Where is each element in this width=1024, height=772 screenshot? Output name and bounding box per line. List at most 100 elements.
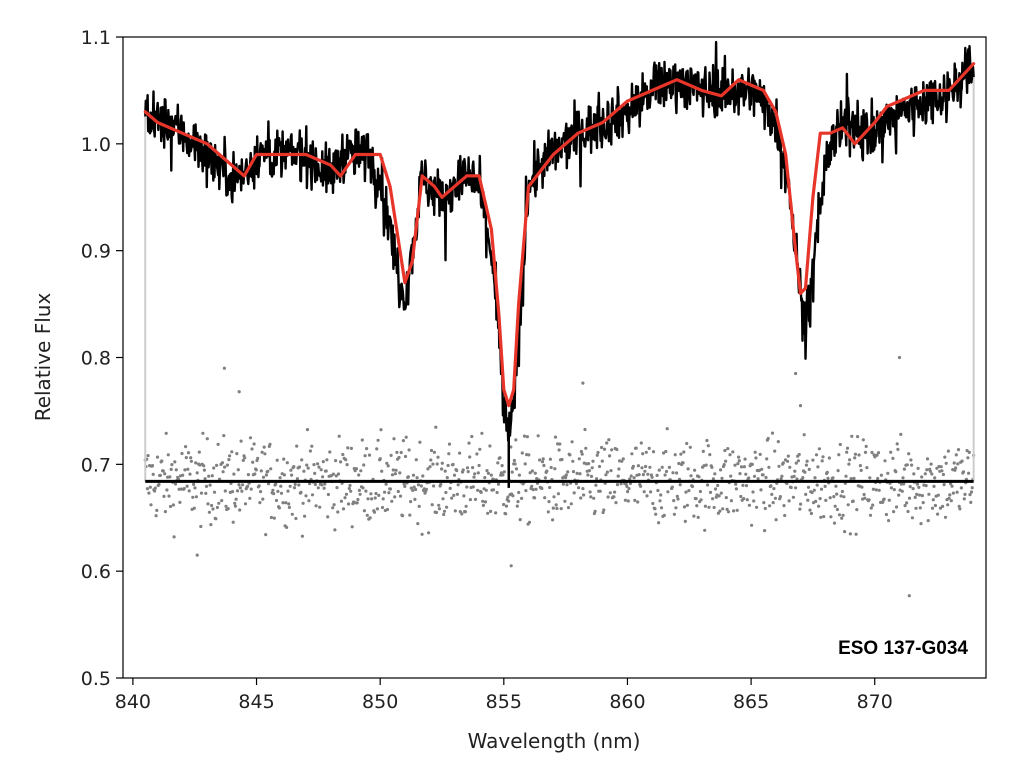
residual-point — [743, 457, 747, 461]
residual-point — [206, 502, 210, 506]
residual-point — [468, 455, 472, 459]
residual-point — [289, 468, 293, 472]
residual-point — [332, 503, 336, 507]
residual-point — [440, 461, 444, 465]
residual-point — [951, 491, 956, 495]
residual-point — [897, 493, 901, 497]
residual-point — [178, 500, 182, 504]
residual-point — [725, 507, 729, 511]
residual-point — [750, 462, 754, 466]
residual-point — [930, 472, 934, 476]
residual-point — [442, 512, 446, 517]
residual-point — [837, 453, 841, 457]
residual-point — [274, 498, 279, 503]
residual-point — [192, 506, 196, 510]
residual-point — [426, 467, 430, 471]
residual-point — [560, 457, 564, 462]
residual-point — [447, 442, 452, 446]
residual-point — [530, 469, 535, 473]
residual-point — [900, 489, 904, 493]
residual-point — [543, 496, 547, 500]
residual-point — [907, 452, 911, 456]
residual-point — [153, 489, 157, 493]
residual-point — [376, 438, 380, 442]
residual-point — [842, 495, 846, 499]
residual-point — [903, 504, 907, 508]
y-tick-label: 0.8 — [81, 348, 111, 370]
residual-point — [739, 494, 743, 499]
residual-point — [852, 476, 856, 480]
residual-point — [895, 442, 899, 446]
residual-point — [383, 490, 387, 494]
residual-point — [349, 446, 353, 450]
residual-point — [230, 450, 234, 454]
residual-point — [172, 535, 176, 539]
residual-point — [596, 450, 600, 455]
residual-point — [502, 470, 506, 474]
residual-point — [470, 434, 474, 439]
residual-point — [905, 501, 909, 505]
residual-point — [931, 498, 935, 502]
residual-point — [373, 496, 377, 500]
residual-point — [936, 512, 940, 516]
residual-point — [201, 431, 205, 435]
residual-point — [605, 441, 609, 445]
residual-point — [660, 465, 664, 469]
residual-point — [966, 456, 970, 460]
residual-point — [564, 473, 568, 477]
residual-point — [228, 454, 232, 458]
residual-outlier-point — [222, 366, 226, 370]
residual-point — [892, 488, 896, 492]
residual-point — [627, 487, 631, 491]
residual-point — [429, 448, 434, 453]
residual-point — [564, 476, 568, 480]
residual-point — [742, 497, 746, 501]
residual-point — [168, 475, 172, 479]
residual-point — [845, 446, 850, 450]
residual-point — [403, 484, 407, 488]
residual-point — [694, 497, 698, 501]
residual-point — [452, 493, 456, 497]
residual-point — [654, 512, 658, 516]
residual-point — [633, 498, 637, 502]
residual-point — [780, 474, 784, 478]
residual-point — [257, 484, 261, 488]
residual-point — [586, 473, 590, 477]
residual-point — [582, 493, 586, 497]
residual-point — [224, 504, 228, 508]
residual-point — [595, 453, 599, 457]
residual-point — [919, 522, 923, 526]
residual-point — [253, 472, 257, 476]
residual-point — [902, 482, 906, 486]
residual-point — [386, 464, 390, 468]
residual-point — [600, 445, 604, 450]
residual-point — [263, 452, 267, 456]
residual-point — [316, 486, 320, 490]
residual-point — [241, 483, 245, 487]
residual-point — [969, 490, 974, 494]
residual-point — [876, 476, 880, 481]
residual-point — [161, 469, 165, 473]
residual-point — [341, 507, 346, 511]
residual-point — [195, 471, 199, 475]
residual-point — [553, 467, 557, 471]
residual-point — [203, 477, 207, 481]
residual-point — [563, 499, 567, 503]
residual-point — [729, 499, 734, 503]
residual-point — [732, 509, 736, 513]
residual-point — [507, 499, 511, 503]
residual-point — [445, 476, 449, 480]
residual-point — [597, 464, 602, 469]
residual-point — [718, 509, 722, 513]
residual-point — [639, 441, 643, 445]
residual-point — [686, 467, 690, 471]
residual-point — [241, 458, 245, 462]
residual-point — [704, 463, 708, 467]
residual-point — [796, 459, 801, 463]
residual-point — [753, 450, 757, 454]
residual-point — [484, 488, 488, 492]
residual-point — [863, 496, 867, 500]
residual-point — [183, 468, 187, 472]
residual-point — [829, 515, 833, 519]
residual-point — [155, 455, 160, 459]
